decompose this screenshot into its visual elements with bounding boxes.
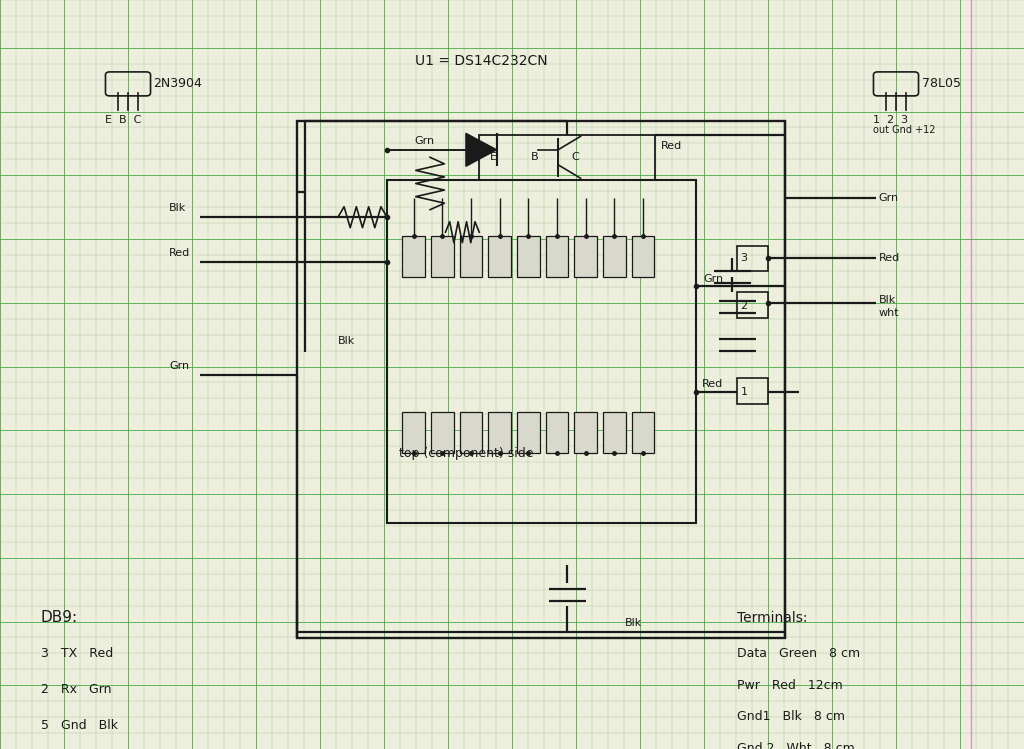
Text: 1: 1 bbox=[740, 386, 748, 397]
Bar bbox=[387, 180, 696, 523]
Bar bbox=[517, 236, 540, 277]
Bar bbox=[460, 236, 482, 277]
Bar bbox=[737, 292, 768, 318]
Text: Grn: Grn bbox=[415, 136, 435, 146]
Text: Blk: Blk bbox=[879, 294, 896, 305]
Text: Blk: Blk bbox=[338, 336, 355, 346]
Bar bbox=[632, 412, 654, 453]
Bar bbox=[431, 412, 454, 453]
Text: E: E bbox=[489, 152, 497, 163]
Bar bbox=[431, 236, 454, 277]
Text: 78L05: 78L05 bbox=[922, 77, 961, 91]
Text: Blk: Blk bbox=[625, 618, 642, 628]
Text: Grn: Grn bbox=[879, 193, 899, 204]
Text: Blk: Blk bbox=[169, 203, 186, 213]
Bar bbox=[479, 135, 655, 180]
Text: Grn: Grn bbox=[169, 360, 189, 371]
Polygon shape bbox=[466, 133, 497, 166]
Bar bbox=[488, 412, 511, 453]
Text: 2   Rx   Grn: 2 Rx Grn bbox=[41, 683, 112, 697]
Bar bbox=[632, 236, 654, 277]
Bar bbox=[603, 236, 626, 277]
Text: Gnd 2   Wht   8 cm: Gnd 2 Wht 8 cm bbox=[737, 742, 855, 749]
Bar bbox=[546, 412, 568, 453]
Text: Red: Red bbox=[879, 253, 900, 264]
Bar bbox=[402, 412, 425, 453]
Text: 3   TX   Red: 3 TX Red bbox=[41, 647, 114, 661]
Text: Red: Red bbox=[701, 379, 723, 389]
Bar bbox=[603, 412, 626, 453]
Bar bbox=[297, 121, 785, 638]
Bar bbox=[737, 378, 768, 404]
Text: C: C bbox=[571, 152, 580, 163]
Text: Red: Red bbox=[660, 141, 682, 151]
Text: 1  2  3: 1 2 3 bbox=[873, 115, 908, 125]
Text: out Gnd +12: out Gnd +12 bbox=[873, 125, 936, 136]
Text: B: B bbox=[530, 152, 538, 163]
Bar bbox=[574, 236, 597, 277]
Bar bbox=[737, 246, 768, 271]
Bar bbox=[574, 412, 597, 453]
Text: U1 = DS14C232CN: U1 = DS14C232CN bbox=[415, 55, 548, 68]
Text: Gnd1   Blk   8 cm: Gnd1 Blk 8 cm bbox=[737, 710, 845, 724]
Text: DB9:: DB9: bbox=[41, 610, 78, 625]
Text: wht: wht bbox=[879, 308, 899, 318]
Text: 2: 2 bbox=[740, 300, 748, 311]
Bar bbox=[488, 236, 511, 277]
Bar bbox=[517, 412, 540, 453]
Text: 3: 3 bbox=[740, 253, 748, 264]
Text: Red: Red bbox=[169, 248, 190, 258]
Bar bbox=[402, 236, 425, 277]
Text: top (component) side: top (component) side bbox=[398, 446, 534, 460]
Text: Data   Green   8 cm: Data Green 8 cm bbox=[737, 647, 860, 661]
Text: 2N3904: 2N3904 bbox=[154, 77, 203, 91]
Text: 5   Gnd   Blk: 5 Gnd Blk bbox=[41, 719, 118, 733]
Text: Pwr   Red   12cm: Pwr Red 12cm bbox=[737, 679, 843, 692]
Bar bbox=[546, 236, 568, 277]
Text: E  B  C: E B C bbox=[105, 115, 142, 125]
Bar bbox=[460, 412, 482, 453]
Text: Terminals:: Terminals: bbox=[737, 611, 808, 625]
Text: Grn: Grn bbox=[703, 273, 724, 284]
